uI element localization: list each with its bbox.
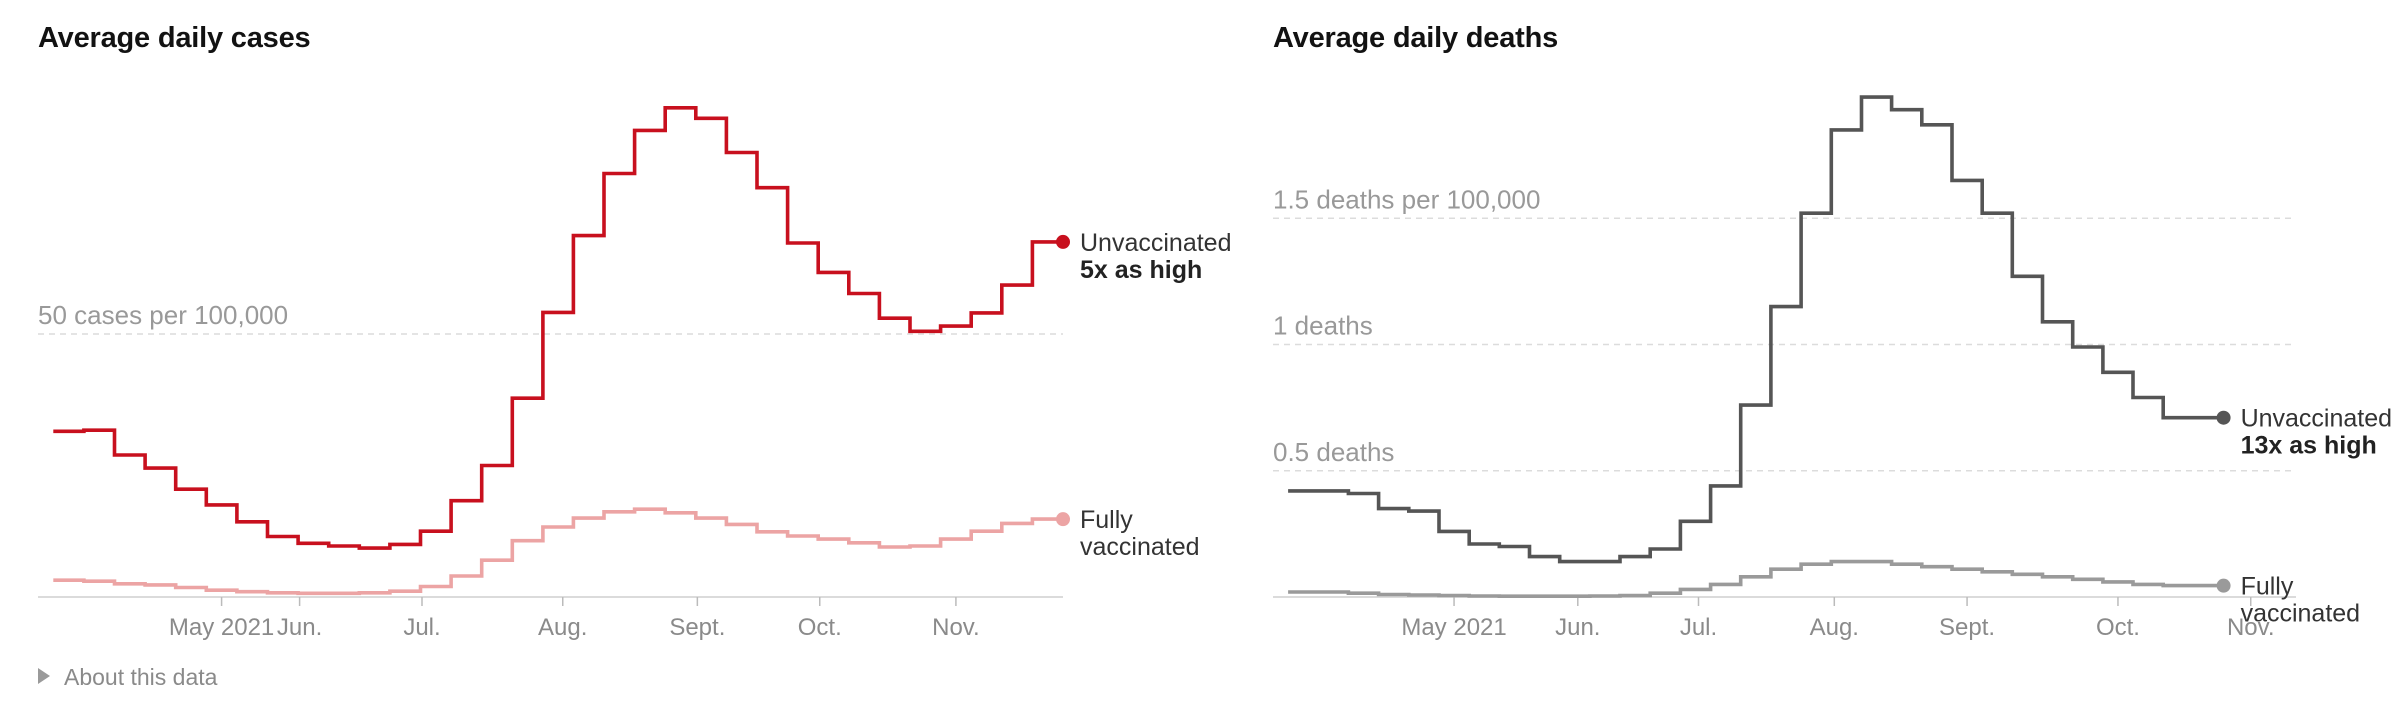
- gridline-label: 1.5 deaths per 100,000: [1273, 184, 1540, 214]
- x-tick-label: Oct.: [798, 614, 842, 641]
- x-tick-label: Nov.: [932, 614, 980, 641]
- vaccinated-series-line: [53, 507, 1063, 596]
- unvaccinated-series-line: [1288, 95, 2224, 564]
- about-this-data-label: About this data: [64, 664, 218, 690]
- unvaccinated-end-marker: [2216, 410, 2231, 425]
- x-tick-label: Nov.: [2227, 614, 2275, 641]
- series-label: Unvaccinated: [2241, 405, 2392, 433]
- series-label: vaccinated: [2241, 600, 2361, 628]
- gridline-label: 0.5 deaths: [1273, 437, 1394, 467]
- x-tick-label: Sept.: [669, 614, 725, 641]
- x-tick-label: Jun.: [1555, 614, 1600, 641]
- disclosure-triangle-icon: [38, 668, 50, 684]
- series-annotation: 5x as high: [1080, 256, 1202, 284]
- deaths-chart: 0.5 deaths 1 deaths 1.5 deaths per 100,000…: [1273, 95, 2392, 641]
- gridline-label: 1 deaths: [1273, 311, 1373, 341]
- vaccinated-end-marker: [1056, 512, 1070, 527]
- unvaccinated-end-marker: [1056, 234, 1070, 249]
- chart-title: Average daily cases: [38, 22, 311, 54]
- deaths-chart-panel: Average daily deaths 0.5 deaths 1 deaths 1…: [1240, 0, 2406, 650]
- cases-chart: 50 cases per 100,000 May 2021 Jun. Jul. Aug.…: [38, 106, 1231, 641]
- x-tick-label: Jun.: [277, 614, 322, 641]
- x-tick-label: May 2021: [169, 614, 274, 641]
- series-label: Fully: [1080, 506, 1133, 534]
- x-tick-label: May 2021: [1401, 614, 1506, 641]
- about-this-data-toggle[interactable]: About this data: [38, 664, 217, 691]
- vaccinated-series-line: [1288, 559, 2224, 598]
- gridline-label: 50 cases per 100,000: [38, 300, 288, 330]
- series-label: vaccinated: [1080, 533, 1200, 561]
- series-annotation: 13x as high: [2241, 432, 2377, 460]
- x-tick-label: Aug.: [1810, 614, 1859, 641]
- vaccinated-end-marker: [2216, 578, 2231, 593]
- series-label: Fully: [2241, 573, 2294, 601]
- x-tick-label: Jul.: [1680, 614, 1717, 641]
- unvaccinated-series-line: [53, 106, 1063, 550]
- x-tick-label: Oct.: [2096, 614, 2140, 641]
- x-tick-label: Aug.: [538, 614, 587, 641]
- chart-title: Average daily deaths: [1273, 22, 1559, 54]
- x-tick-label: Sept.: [1939, 614, 1995, 641]
- x-tick-label: Jul.: [403, 614, 440, 641]
- series-label: Unvaccinated: [1080, 229, 1231, 257]
- cases-chart-panel: Average daily cases 50 cases per 100,000…: [0, 0, 1240, 650]
